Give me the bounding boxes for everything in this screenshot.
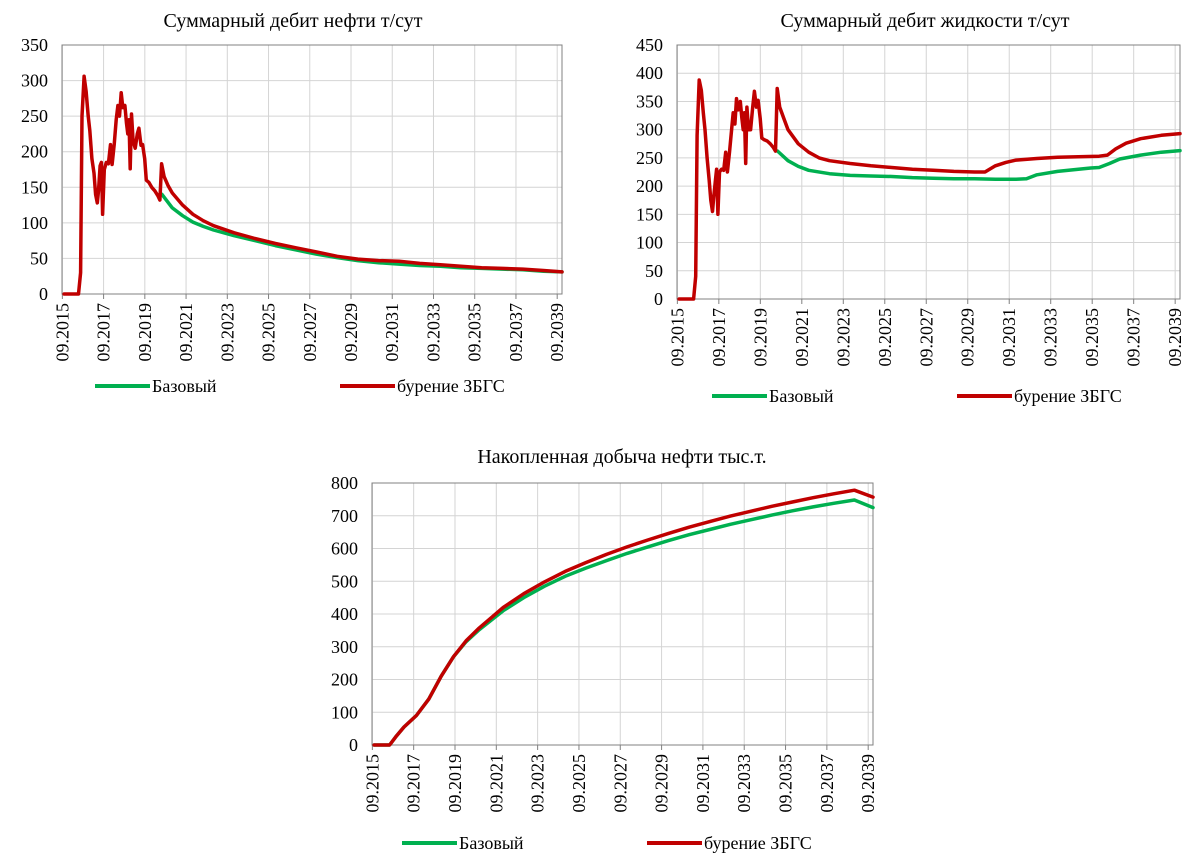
y-tick-label: 700 bbox=[331, 506, 358, 526]
chart-liquid: Суммарный дебит жидкости т/сут 0 50 100 150 2… bbox=[636, 10, 1182, 406]
x-tick-label: 09.2033 bbox=[1041, 308, 1061, 367]
y-tick-label: 500 bbox=[331, 571, 358, 591]
x-tick-label: 09.2021 bbox=[486, 754, 506, 813]
x-tick-label: 09.2035 bbox=[465, 303, 485, 362]
x-tick-label: 09.2021 bbox=[176, 303, 196, 362]
chart-title: Накопленная добыча нефти тыс.т. bbox=[477, 446, 766, 468]
x-tick-label: 09.2031 bbox=[693, 754, 713, 813]
legend-label: Базовый bbox=[769, 386, 834, 406]
series-line-zbgs bbox=[677, 78, 1182, 301]
x-tick-label: 09.2019 bbox=[135, 303, 155, 362]
y-tick-label: 200 bbox=[21, 142, 48, 162]
x-tick-label: 09.2017 bbox=[709, 308, 729, 367]
x-tick-label: 09.2021 bbox=[792, 308, 812, 367]
plot-area bbox=[371, 482, 874, 746]
legend-label: бурение ЗБГС bbox=[397, 376, 505, 396]
x-tick-label: 09.2025 bbox=[875, 308, 895, 367]
x-tick-label: 09.2035 bbox=[1082, 308, 1102, 367]
x-tick-label: 09.2039 bbox=[858, 754, 878, 813]
x-tick-label: 09.2037 bbox=[1124, 308, 1144, 367]
y-tick-label: 300 bbox=[21, 71, 48, 91]
y-tick-label: 0 bbox=[39, 284, 48, 304]
x-tick-label: 09.2039 bbox=[1165, 308, 1182, 367]
series-line-zbgs bbox=[372, 488, 875, 747]
x-tick-label: 09.2019 bbox=[750, 308, 770, 367]
x-tick-label: 09.2029 bbox=[341, 303, 361, 362]
y-tick-label: 450 bbox=[636, 35, 663, 55]
x-tick-label: 09.2023 bbox=[528, 754, 548, 813]
x-tick-label: 09.2025 bbox=[259, 303, 279, 362]
x-tick-label: 09.2033 bbox=[734, 754, 754, 813]
x-tick-label: 09.2015 bbox=[362, 754, 382, 813]
y-tick-label: 0 bbox=[654, 289, 663, 309]
x-tick-label: 09.2015 bbox=[52, 303, 72, 362]
x-tick-label: 09.2029 bbox=[958, 308, 978, 367]
legend-label: Базовый bbox=[152, 376, 217, 396]
y-tick-label: 350 bbox=[21, 35, 48, 55]
x-tick-label: 09.2039 bbox=[547, 303, 567, 362]
chart-oil: Суммарный дебит нефти т/сут 0 50 100 150 200 2… bbox=[21, 10, 567, 396]
x-tick-label: 09.2023 bbox=[833, 308, 853, 367]
x-tick-label: 09.2033 bbox=[423, 303, 443, 362]
y-tick-label: 50 bbox=[30, 248, 48, 268]
series-line-base bbox=[372, 498, 875, 747]
y-tick-label: 250 bbox=[21, 106, 48, 126]
x-tick-label: 09.2037 bbox=[506, 303, 526, 362]
y-tick-label: 0 bbox=[349, 735, 358, 755]
x-tick-label: 09.2037 bbox=[817, 754, 837, 813]
x-tick-label: 09.2019 bbox=[445, 754, 465, 813]
series-line-base bbox=[775, 148, 1182, 182]
legend-label: бурение ЗБГС bbox=[704, 833, 812, 853]
x-tick-label: 09.2017 bbox=[404, 754, 424, 813]
y-tick-label: 400 bbox=[636, 63, 663, 83]
x-tick-label: 09.2031 bbox=[382, 303, 402, 362]
y-tick-label: 350 bbox=[636, 91, 663, 111]
x-tick-label: 09.2027 bbox=[916, 308, 936, 367]
plot-area bbox=[61, 44, 563, 295]
y-tick-label: 100 bbox=[636, 233, 663, 253]
y-tick-label: 300 bbox=[331, 637, 358, 657]
y-tick-label: 150 bbox=[636, 204, 663, 224]
legend-label: Базовый bbox=[459, 833, 524, 853]
x-tick-label: 09.2025 bbox=[569, 754, 589, 813]
y-tick-label: 100 bbox=[331, 702, 358, 722]
chart-title: Суммарный дебит жидкости т/сут bbox=[780, 10, 1069, 32]
x-tick-label: 09.2029 bbox=[652, 754, 672, 813]
x-tick-label: 09.2027 bbox=[300, 303, 320, 362]
y-tick-label: 600 bbox=[331, 539, 358, 559]
y-tick-label: 200 bbox=[331, 670, 358, 690]
legend-label: бурение ЗБГС bbox=[1014, 386, 1122, 406]
y-tick-label: 50 bbox=[645, 261, 663, 281]
y-tick-label: 800 bbox=[331, 473, 358, 493]
x-tick-label: 09.2031 bbox=[999, 308, 1019, 367]
y-tick-label: 150 bbox=[21, 177, 48, 197]
y-tick-label: 300 bbox=[636, 120, 663, 140]
x-tick-label: 09.2023 bbox=[217, 303, 237, 362]
chart-title: Суммарный дебит нефти т/сут bbox=[163, 10, 422, 32]
chart-cumulative: Накопленная добыча нефти тыс.т. 0 100 200 30… bbox=[331, 446, 878, 853]
x-tick-label: 09.2027 bbox=[610, 754, 630, 813]
y-tick-label: 250 bbox=[636, 148, 663, 168]
y-tick-label: 200 bbox=[636, 176, 663, 196]
plot-area bbox=[676, 44, 1181, 300]
x-tick-label: 09.2017 bbox=[94, 303, 114, 362]
series-line-zbgs bbox=[62, 74, 564, 296]
x-tick-label: 09.2035 bbox=[776, 754, 796, 813]
x-tick-label: 09.2015 bbox=[667, 308, 687, 367]
y-tick-label: 400 bbox=[331, 604, 358, 624]
y-tick-label: 100 bbox=[21, 213, 48, 233]
